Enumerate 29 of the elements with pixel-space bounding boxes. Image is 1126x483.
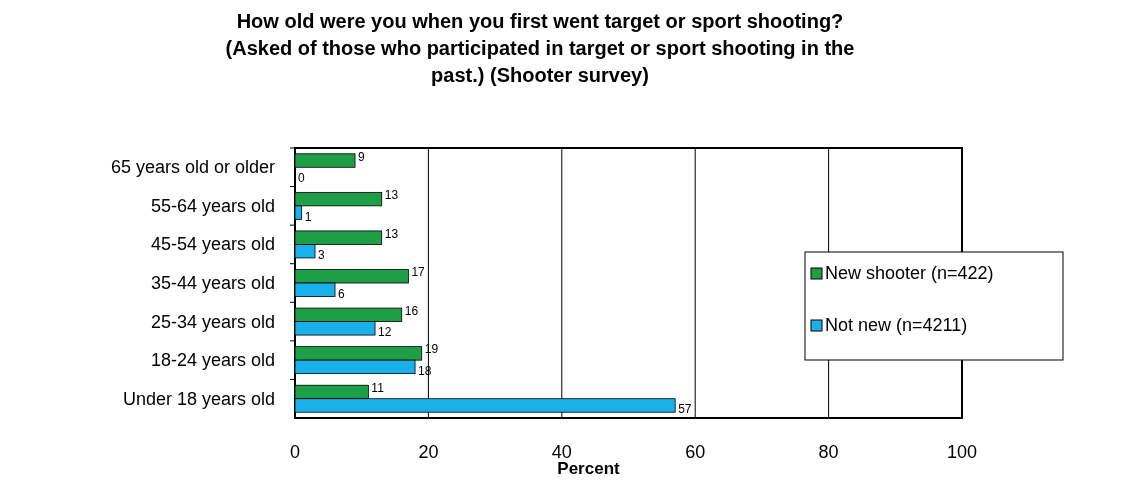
y-tick-label: 65 years old or older	[110, 157, 275, 178]
x-tick-label: 40	[551, 442, 572, 462]
x-axis-title: Percent	[557, 459, 621, 478]
data-label: 16	[404, 303, 419, 318]
x-tick-label: 20	[418, 442, 439, 462]
y-tick-label: 18-24 years old	[150, 350, 275, 371]
y-tick-label: 55-64 years old	[150, 195, 275, 216]
x-tick-label: 80	[818, 442, 839, 462]
data-label: 12	[378, 325, 392, 340]
y-tick-label: 35-44 years old	[150, 273, 275, 293]
data-label: 57	[678, 402, 692, 417]
legend-label: Not new (n=4211)	[825, 315, 968, 335]
data-label: 3	[318, 248, 326, 263]
legend-label: New shooter (n=422)	[825, 263, 994, 283]
data-label: 6	[338, 286, 346, 301]
data-label: 9	[358, 149, 366, 164]
x-tick-label: 0	[289, 442, 301, 462]
x-tick-label: 100	[946, 442, 978, 462]
chart-title: How old were you when you first went target or sport shooting? (Asked of those who participated in target or sport shooting in the past.) (Shooter survey)	[225, 10, 855, 86]
data-label: 17	[411, 265, 426, 280]
x-tick-label: 60	[685, 442, 706, 462]
y-tick-label: Under 18 years old	[122, 388, 275, 409]
y-tick-label: 25-34 years old	[150, 311, 275, 332]
data-label: 11	[371, 380, 385, 395]
data-label: 13	[384, 188, 399, 203]
data-label: 0	[298, 171, 305, 186]
data-label: 1	[304, 209, 312, 224]
y-tick-label: 45-54 years old	[150, 234, 275, 255]
data-label: 13	[384, 226, 399, 241]
